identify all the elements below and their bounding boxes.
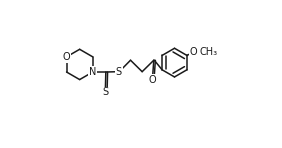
Text: O: O [63,52,70,62]
Text: N: N [89,67,96,77]
Text: S: S [116,67,122,77]
Text: O: O [190,47,197,57]
Text: CH₃: CH₃ [199,47,217,57]
Text: O: O [149,75,156,85]
Text: S: S [102,87,108,97]
